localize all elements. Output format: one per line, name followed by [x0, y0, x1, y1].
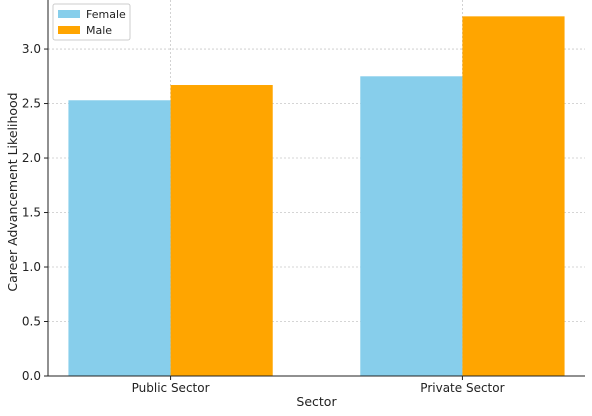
y-tick-label: 1.0 [22, 260, 41, 274]
legend-label-male: Male [86, 24, 112, 37]
bar-male-0 [170, 85, 273, 376]
y-tick-label: 1.5 [22, 206, 41, 220]
bar-male-1 [462, 16, 565, 376]
bar-female-1 [360, 76, 463, 376]
y-tick-label: 2.0 [22, 151, 41, 165]
legend: Female Male [52, 3, 131, 41]
x-tick-label: Private Sector [420, 381, 504, 395]
y-ticks: 0.0 0.5 1.0 1.5 2.0 2.5 3.0 [22, 42, 48, 383]
x-tick-label: Public Sector [132, 381, 210, 395]
x-ticks: Public Sector Private Sector [132, 376, 505, 395]
x-axis-label: Sector [296, 394, 337, 409]
y-tick-label: 0.0 [22, 369, 41, 383]
y-tick-label: 2.5 [22, 97, 41, 111]
axes [47, 0, 585, 377]
legend-swatch-female [58, 10, 80, 18]
legend-swatch-male [58, 26, 80, 34]
bars [68, 16, 565, 377]
y-tick-label: 3.0 [22, 42, 41, 56]
bar-female-0 [68, 100, 171, 377]
y-tick-label: 0.5 [22, 315, 41, 329]
legend-label-female: Female [86, 8, 126, 21]
y-axis-label: Career Advancement Likelihood [5, 92, 20, 291]
